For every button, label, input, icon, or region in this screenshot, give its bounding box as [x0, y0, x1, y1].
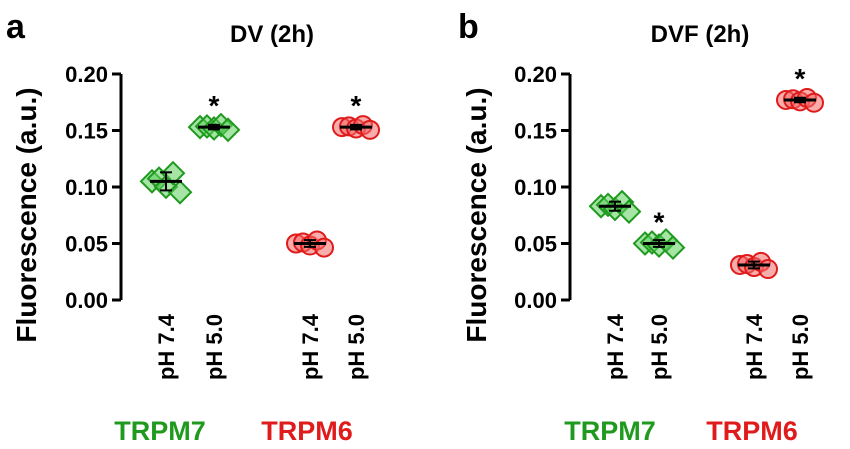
data-point	[160, 160, 186, 186]
data-series-trpm7-ph50: *	[187, 90, 241, 143]
significance-star: *	[795, 63, 806, 94]
y-tick-label: 0.15	[65, 119, 108, 144]
panel-title: DVF (2h)	[651, 21, 750, 48]
data-series-trpm7-ph74	[588, 189, 642, 225]
x-category-label: pH 7.4	[298, 313, 323, 380]
significance-star: *	[654, 207, 665, 238]
data-series-trpm6-ph50: *	[776, 63, 824, 113]
y-tick-label: 0.10	[514, 175, 557, 200]
data-point	[804, 92, 824, 113]
group-label-trpm7: TRPM7	[564, 416, 656, 446]
panel-title: DV (2h)	[230, 21, 314, 48]
x-category-label: pH 7.4	[742, 313, 767, 380]
panel-b: b DVF (2h) 0.00 0.05 0.10 0.15 0.20 Fluorescenc…	[458, 8, 824, 446]
data-point	[314, 237, 334, 258]
y-tick-label: 0.00	[514, 288, 557, 313]
data-series-trpm6-ph74	[286, 230, 334, 258]
y-tick-label: 0.20	[514, 62, 557, 87]
panel-a: a DV (2h) 0.00 0.05 0.10 0.15 0.20 Fluorescence…	[6, 8, 380, 446]
panel-letter: b	[458, 8, 479, 46]
data-point	[758, 259, 778, 280]
x-category-label: pH 5.0	[788, 314, 813, 380]
data-series-trpm6-ph50: *	[332, 90, 380, 140]
y-axis-label: Fluorescence (a.u.)	[11, 87, 42, 342]
panel-letter: a	[6, 8, 26, 46]
data-series-trpm6-ph74	[730, 251, 778, 280]
y-tick-label: 0.00	[65, 288, 108, 313]
y-tick-label: 0.05	[65, 232, 108, 257]
x-category-label: pH 5.0	[202, 314, 227, 380]
x-category-label: pH 5.0	[344, 314, 369, 380]
group-label-trpm7: TRPM7	[114, 416, 206, 446]
y-tick-label: 0.05	[514, 232, 557, 257]
significance-star: *	[209, 90, 220, 121]
x-category-label: pH 5.0	[647, 314, 672, 380]
y-tick-label: 0.15	[514, 119, 557, 144]
group-label-trpm6: TRPM6	[706, 416, 798, 446]
y-axis-label: Fluorescence (a.u.)	[461, 87, 492, 342]
group-label-trpm6: TRPM6	[261, 416, 353, 446]
x-category-label: pH 7.4	[154, 313, 179, 380]
y-tick-label: 0.10	[65, 175, 108, 200]
significance-star: *	[351, 90, 362, 121]
data-series-trpm7-ph50: *	[632, 207, 686, 260]
data-series-trpm7-ph74	[139, 160, 193, 205]
y-tick-label: 0.20	[65, 62, 108, 87]
x-category-label: pH 7.4	[603, 313, 628, 380]
data-point	[360, 119, 380, 140]
data-point	[167, 179, 193, 205]
